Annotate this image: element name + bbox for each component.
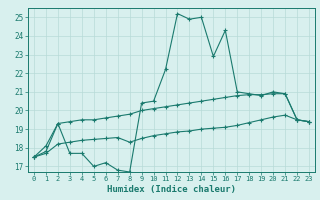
X-axis label: Humidex (Indice chaleur): Humidex (Indice chaleur) (107, 185, 236, 194)
